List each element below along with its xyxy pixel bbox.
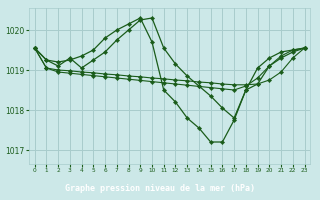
Text: Graphe pression niveau de la mer (hPa): Graphe pression niveau de la mer (hPa) xyxy=(65,184,255,193)
